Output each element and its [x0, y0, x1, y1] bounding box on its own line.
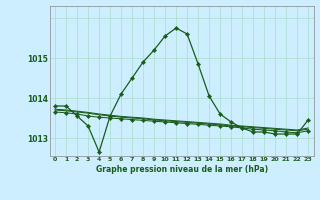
- X-axis label: Graphe pression niveau de la mer (hPa): Graphe pression niveau de la mer (hPa): [96, 165, 268, 174]
